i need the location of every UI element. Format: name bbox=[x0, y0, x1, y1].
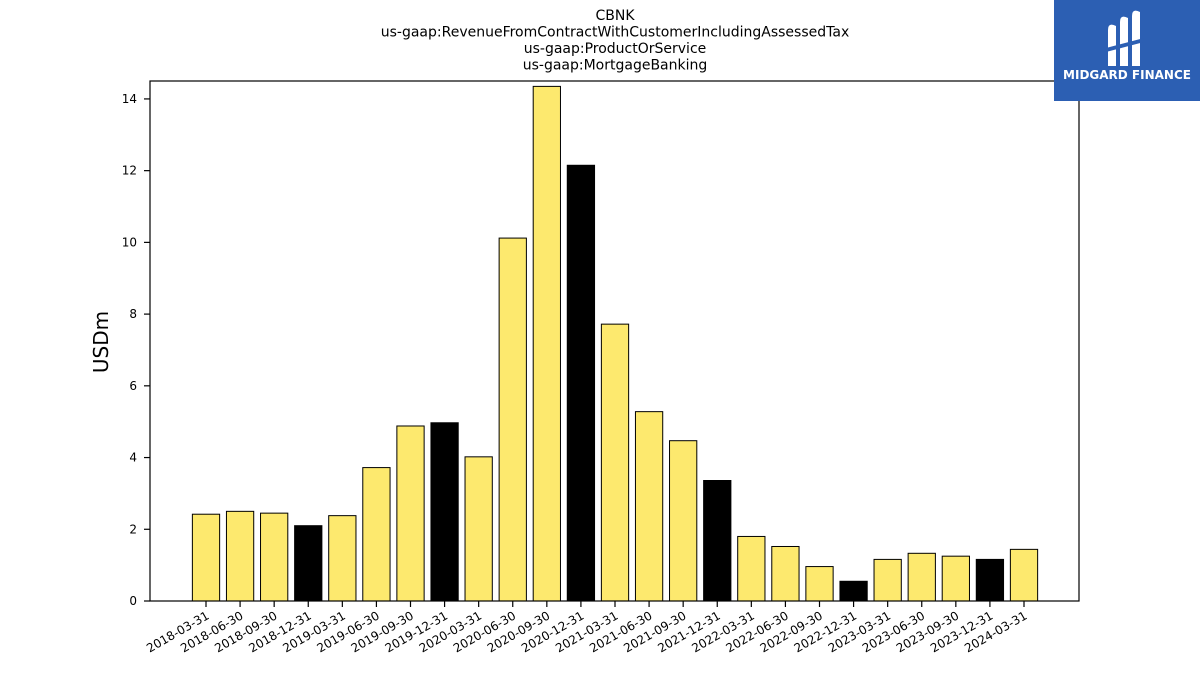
bar bbox=[669, 440, 698, 602]
bar bbox=[737, 535, 766, 602]
y-axis-label: USDm bbox=[89, 311, 113, 373]
bar bbox=[532, 85, 561, 602]
chart-title-line: us-gaap:MortgageBanking bbox=[523, 58, 708, 74]
bar bbox=[941, 555, 970, 602]
bar bbox=[600, 323, 630, 602]
chart-title-line: us-gaap:ProductOrService bbox=[524, 41, 707, 57]
y-tick-label: 12 bbox=[122, 164, 137, 178]
bar bbox=[260, 512, 289, 602]
bar bbox=[225, 510, 255, 602]
logo-text: MIDGARD FINANCE bbox=[1063, 68, 1191, 82]
y-tick-label: 8 bbox=[129, 307, 137, 321]
y-tick-label: 2 bbox=[129, 522, 137, 536]
bar bbox=[771, 545, 800, 602]
bar bbox=[464, 456, 493, 602]
bar bbox=[703, 480, 732, 602]
bar bbox=[873, 558, 902, 602]
chart-title: CBNKus-gaap:RevenueFromContractWithCusto… bbox=[381, 8, 850, 74]
midgard-finance-logo: MIDGARD FINANCE bbox=[1054, 0, 1200, 101]
bar bbox=[328, 515, 357, 602]
chart-title-line: CBNK bbox=[595, 8, 635, 24]
y-tick-label: 0 bbox=[129, 594, 137, 608]
y-tick-label: 14 bbox=[122, 92, 137, 106]
bar bbox=[566, 164, 596, 602]
bar bbox=[430, 422, 459, 602]
bar bbox=[362, 467, 391, 602]
bar bbox=[396, 425, 425, 602]
bar bbox=[1009, 548, 1039, 602]
bar bbox=[805, 566, 834, 602]
bar bbox=[907, 552, 936, 602]
chart-title-line: us-gaap:RevenueFromContractWithCustomerI… bbox=[381, 25, 850, 41]
midgard-logo-icon bbox=[1106, 10, 1144, 67]
bar bbox=[975, 558, 1005, 602]
x-axis: 2018-03-312018-06-302018-09-302018-12-31… bbox=[144, 601, 1030, 655]
y-tick-label: 10 bbox=[122, 235, 137, 249]
bar bbox=[294, 525, 323, 602]
bars-group bbox=[191, 85, 1039, 602]
bar bbox=[634, 411, 664, 602]
y-tick-label: 4 bbox=[129, 451, 137, 465]
bar bbox=[839, 580, 868, 602]
bar bbox=[191, 513, 221, 602]
y-tick-label: 6 bbox=[129, 379, 137, 393]
bar bbox=[498, 237, 527, 602]
y-axis: 0 2 4 6 8 10 12 14 bbox=[122, 92, 150, 608]
